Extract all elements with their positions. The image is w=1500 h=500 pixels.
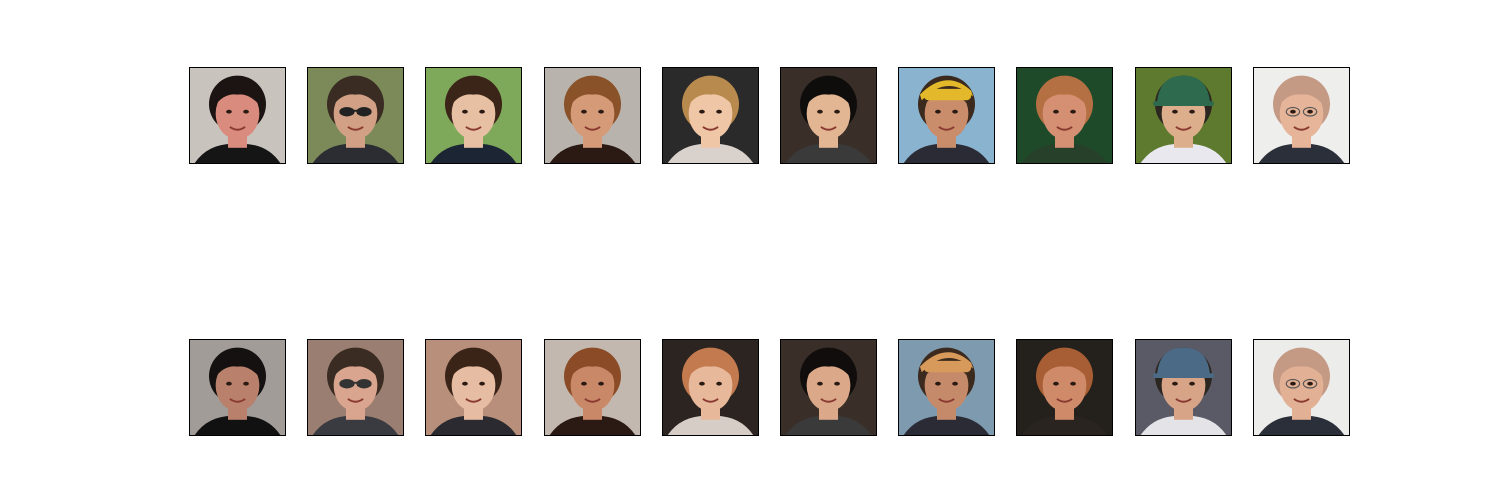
bottom-row-face-9 [1135, 339, 1232, 436]
bottom-row-face-6 [780, 339, 877, 436]
face-portrait-image [1136, 340, 1231, 435]
bottom-row-face-10 [1253, 339, 1350, 436]
top-row-face-4 [544, 67, 641, 164]
top-row-face-3 [425, 67, 522, 164]
face-portrait-image [1017, 340, 1112, 435]
face-portrait-image [899, 340, 994, 435]
face-portrait-image [426, 340, 521, 435]
bottom-row-face-8 [1016, 339, 1113, 436]
face-portrait-image [899, 68, 994, 163]
face-portrait-image [190, 68, 285, 163]
top-row-face-9 [1135, 67, 1232, 164]
top-row-face-2 [307, 67, 404, 164]
top-row-face-1 [189, 67, 286, 164]
face-portrait-image [781, 68, 876, 163]
top-row-face-7 [898, 67, 995, 164]
bottom-row-face-4 [544, 339, 641, 436]
bottom-row-face-1 [189, 339, 286, 436]
top-row-face-5 [662, 67, 759, 164]
bottom-row-face-7 [898, 339, 995, 436]
face-portrait-image [663, 68, 758, 163]
bottom-row-face-5 [662, 339, 759, 436]
top-row-face-6 [780, 67, 877, 164]
face-portrait-image [1017, 68, 1112, 163]
face-portrait-image [308, 340, 403, 435]
face-portrait-image [308, 68, 403, 163]
top-row-face-8 [1016, 67, 1113, 164]
face-portrait-image [1254, 340, 1349, 435]
face-portrait-image [545, 68, 640, 163]
face-portrait-image [1136, 68, 1231, 163]
face-portrait-image [663, 340, 758, 435]
bottom-row-face-3 [425, 339, 522, 436]
face-portrait-image [190, 340, 285, 435]
face-portrait-image [426, 68, 521, 163]
face-portrait-image [545, 340, 640, 435]
face-portrait-image [1254, 68, 1349, 163]
top-row-face-10 [1253, 67, 1350, 164]
bottom-row-face-2 [307, 339, 404, 436]
face-portrait-image [781, 340, 876, 435]
